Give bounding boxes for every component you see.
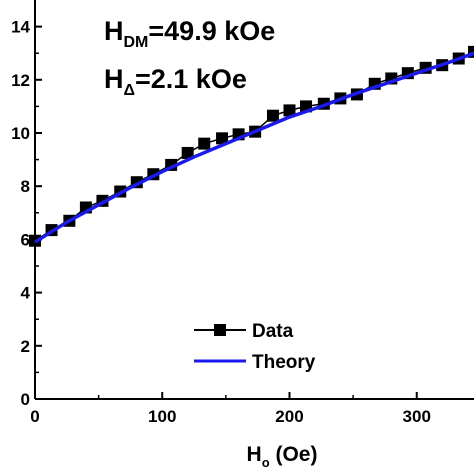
data-point (266, 109, 279, 122)
legend-data-marker (214, 324, 226, 336)
data-point (468, 45, 474, 58)
y-tick-label: 14 (11, 18, 30, 37)
legend-data-label: Data (252, 321, 294, 342)
y-tick-label: 8 (21, 177, 30, 196)
annotation-hdm: HDM=49.9 kOe (104, 16, 275, 51)
y-tick-label: 6 (21, 230, 30, 249)
legend-theory-label: Theory (252, 352, 316, 373)
y-tick-label: 12 (11, 71, 30, 90)
annotation-hdelta: HΔ=2.1 kOe (104, 64, 247, 99)
x-tick-label: 200 (275, 407, 303, 426)
x-tick-label: 0 (30, 407, 39, 426)
x-axis-label: Ho (Oe) (247, 443, 318, 470)
data-point (198, 137, 211, 150)
legend: Data Theory (194, 321, 316, 373)
x-tick-label: 100 (148, 407, 176, 426)
y-tick-label: 0 (21, 390, 30, 409)
axes: 0 2 4 6 8 10 12 14 0 100 200 300 (11, 0, 474, 426)
x-tick-label: 300 (403, 407, 431, 426)
y-tick-label: 2 (21, 337, 30, 356)
data-point (181, 146, 194, 159)
data-point (216, 132, 229, 145)
data-series-line (34, 51, 474, 242)
theory-series-line (34, 51, 474, 244)
data-point (283, 104, 296, 117)
y-tick-label: 4 (21, 284, 31, 303)
y-tick-label: 10 (11, 124, 30, 143)
series-layer (29, 45, 474, 247)
